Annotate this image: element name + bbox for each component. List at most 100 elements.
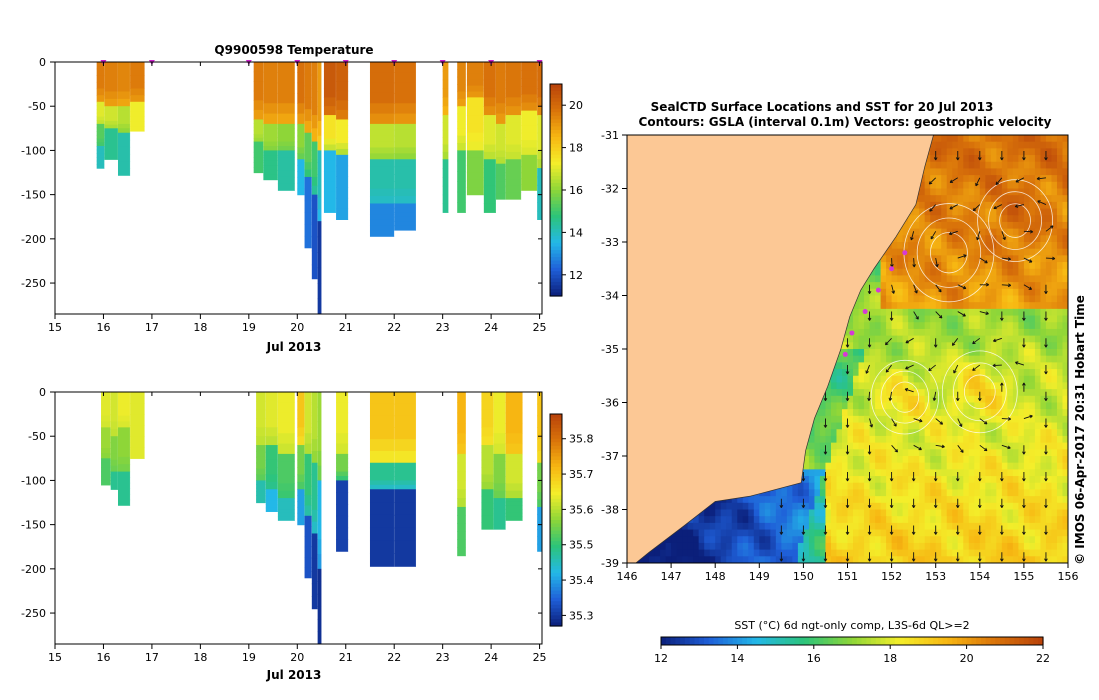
sst-cell	[1001, 155, 1008, 163]
sst-cell	[1056, 248, 1064, 256]
cast-profile	[256, 392, 267, 504]
sst-cell	[968, 395, 975, 404]
cast-cell	[297, 467, 305, 476]
cast-cell	[505, 412, 523, 424]
sst-cell	[1023, 188, 1031, 196]
cast-cell	[304, 200, 312, 213]
sst-cell	[902, 342, 909, 350]
cast-cell	[104, 98, 118, 107]
sst-cell	[1034, 282, 1042, 290]
cast-cell	[442, 151, 449, 160]
sst-cell	[985, 155, 992, 163]
sst-cell	[1062, 255, 1068, 263]
x-tick-label: 19	[242, 321, 256, 334]
sst-cell	[1045, 355, 1053, 363]
sst-cell	[985, 288, 992, 297]
sst-cell	[858, 415, 865, 424]
cast-cell	[263, 160, 278, 166]
sst-cell	[1001, 215, 1008, 223]
cast-cell	[521, 184, 538, 191]
cast-profile	[505, 62, 522, 200]
sst-cell	[1051, 322, 1058, 330]
colorbar-cell	[550, 112, 562, 117]
cast-cell	[505, 172, 522, 180]
sst-cell	[836, 395, 843, 404]
sst-cell	[836, 415, 843, 424]
sst-cell	[963, 429, 970, 437]
cast-cell	[495, 123, 506, 132]
sst-cell	[1045, 375, 1053, 384]
cast-cell	[369, 219, 395, 226]
sst-cell	[1023, 235, 1031, 243]
sst-cell	[869, 362, 876, 370]
sst-cell	[996, 141, 1003, 149]
cast-cell	[336, 412, 349, 424]
cast-cell	[336, 462, 349, 468]
cast-cell	[311, 533, 318, 547]
x-tick-label: 15	[48, 321, 62, 334]
cast-cell	[130, 95, 145, 103]
sst-cell	[968, 155, 975, 163]
sst-cell	[996, 429, 1003, 437]
sst-cell	[880, 415, 887, 424]
cast-cell	[263, 155, 278, 161]
cast-cell	[537, 62, 542, 72]
sst-cell	[1045, 435, 1053, 444]
sst-cell	[902, 242, 909, 250]
sst-cell	[957, 141, 964, 149]
sst-cell	[974, 135, 981, 143]
sst-cell	[957, 208, 964, 216]
cast-cell	[537, 543, 542, 552]
sst-cell	[1051, 442, 1058, 450]
cast-cell	[457, 76, 466, 85]
cast-cell	[369, 181, 395, 190]
sst-cell	[924, 355, 931, 363]
cast-cell	[457, 462, 466, 473]
sst-cell	[1045, 349, 1053, 357]
sst-cell	[974, 221, 981, 230]
sst-cell	[891, 248, 898, 256]
sst-cell	[880, 389, 887, 397]
cast-cell	[394, 471, 417, 477]
sst-cell	[864, 342, 871, 350]
sst-cell	[946, 221, 953, 230]
sst-cell	[880, 335, 887, 343]
cast-cell	[311, 150, 318, 160]
sst-cell	[880, 369, 887, 377]
sst-cell	[1051, 395, 1058, 404]
cast-profile	[442, 62, 449, 213]
cast-cell	[481, 409, 494, 420]
sst-cell	[897, 429, 904, 437]
sst-cell	[1056, 375, 1064, 384]
sst-cell	[1034, 275, 1042, 283]
cast-cell	[101, 476, 111, 482]
sst-cell	[1034, 148, 1042, 156]
sst-cell	[957, 335, 964, 343]
sst-cell	[1062, 395, 1068, 404]
cast-cell	[117, 168, 131, 176]
sst-cell	[1023, 328, 1031, 337]
sst-cell	[963, 208, 970, 216]
cast-cell	[466, 115, 484, 125]
sst-cell	[1034, 429, 1042, 437]
sst-cell	[963, 435, 970, 444]
cast-cell	[117, 98, 131, 107]
cast-cell	[457, 539, 466, 549]
cast-cell	[96, 116, 105, 121]
cast-cell	[117, 123, 131, 129]
cast-cell	[317, 236, 322, 253]
sst-cell	[1045, 328, 1053, 337]
cast-cell	[495, 72, 506, 84]
cast-cell	[110, 474, 118, 479]
cast-cell	[297, 129, 305, 137]
sst-cell	[1018, 415, 1025, 424]
sst-cell	[1012, 148, 1019, 156]
sst-cell	[990, 435, 997, 444]
sst-cell	[1029, 181, 1036, 190]
sst-cell	[996, 181, 1003, 190]
sst-cell	[880, 409, 887, 417]
sst-cell	[974, 201, 981, 210]
sst-cell	[1040, 268, 1047, 277]
sst-cell	[913, 268, 920, 277]
sst-cell	[946, 255, 953, 263]
